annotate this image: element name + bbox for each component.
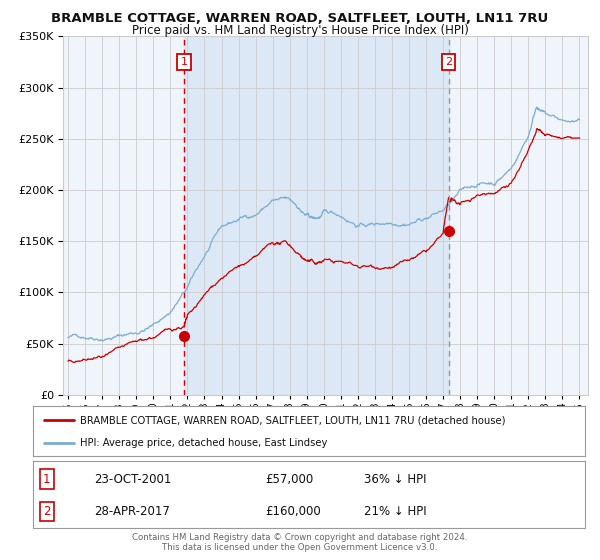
Bar	[184, 36, 449, 395]
Text: BRAMBLE COTTAGE, WARREN ROAD, SALTFLEET, LOUTH, LN11 7RU: BRAMBLE COTTAGE, WARREN ROAD, SALTFLEET,…	[52, 12, 548, 25]
Text: HPI: Average price, detached house, East Lindsey: HPI: Average price, detached house, East…	[80, 438, 327, 449]
Text: 28-APR-2017: 28-APR-2017	[94, 505, 170, 518]
Text: This data is licensed under the Open Government Licence v3.0.: This data is licensed under the Open Gov…	[163, 543, 437, 552]
Text: 36% ↓ HPI: 36% ↓ HPI	[364, 473, 427, 486]
Text: Price paid vs. HM Land Registry's House Price Index (HPI): Price paid vs. HM Land Registry's House …	[131, 24, 469, 36]
Text: 1: 1	[181, 57, 188, 67]
Text: 2: 2	[445, 57, 452, 67]
Text: 23-OCT-2001: 23-OCT-2001	[94, 473, 171, 486]
Text: 1: 1	[43, 473, 50, 486]
Text: Contains HM Land Registry data © Crown copyright and database right 2024.: Contains HM Land Registry data © Crown c…	[132, 533, 468, 542]
Text: £57,000: £57,000	[265, 473, 313, 486]
Text: 2: 2	[43, 505, 50, 518]
Text: £160,000: £160,000	[265, 505, 320, 518]
Text: BRAMBLE COTTAGE, WARREN ROAD, SALTFLEET, LOUTH, LN11 7RU (detached house): BRAMBLE COTTAGE, WARREN ROAD, SALTFLEET,…	[80, 415, 505, 425]
Text: 21% ↓ HPI: 21% ↓ HPI	[364, 505, 427, 518]
